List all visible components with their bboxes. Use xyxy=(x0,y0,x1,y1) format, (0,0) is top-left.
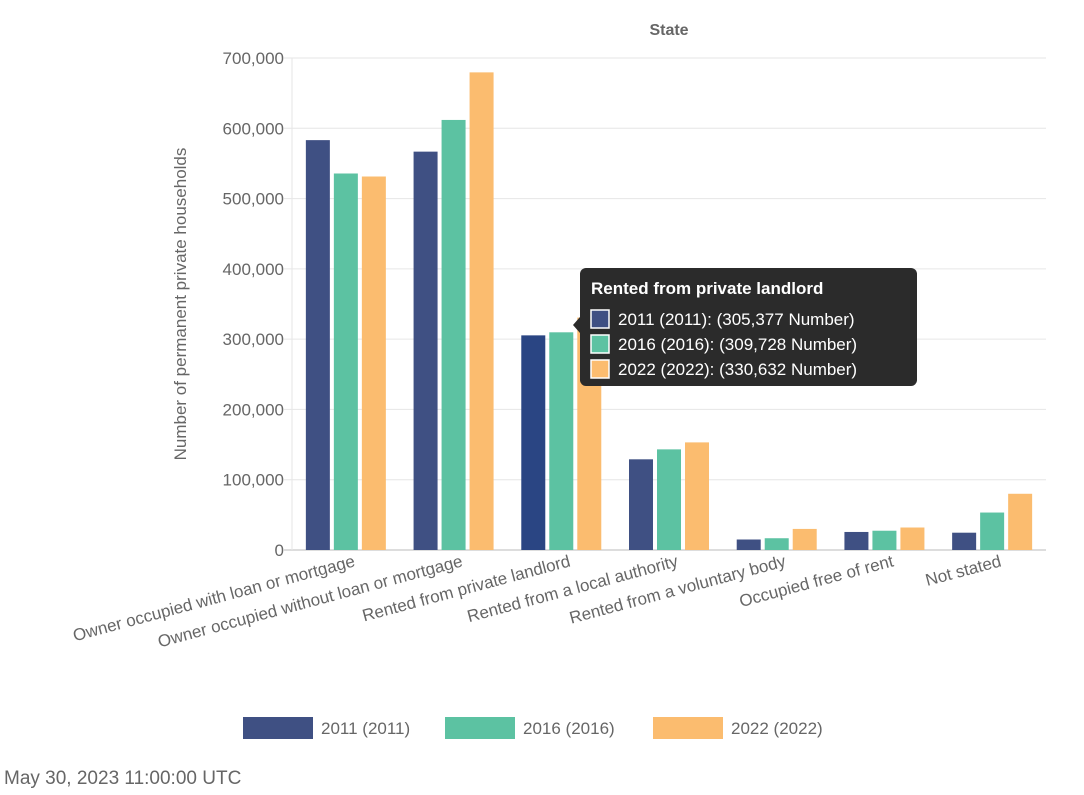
timestamp: May 30, 2023 11:00:00 UTC xyxy=(4,768,242,789)
bar[interactable] xyxy=(441,119,466,551)
bar[interactable] xyxy=(469,72,494,550)
legend-label[interactable]: 2011 (2011) xyxy=(321,719,410,738)
y-tick-label: 500,000 xyxy=(223,190,284,209)
bar[interactable] xyxy=(305,140,330,551)
legend: 2011 (2011) 2016 (2016) 2022 (2022) xyxy=(243,717,823,739)
y-tick-label: 400,000 xyxy=(223,260,284,279)
tooltip-swatch xyxy=(590,334,610,354)
bar[interactable] xyxy=(413,151,438,550)
legend-swatch[interactable] xyxy=(243,717,313,739)
tooltip-line: 2011 (2011): (305,377 Number) xyxy=(618,310,855,329)
y-tick-label: 300,000 xyxy=(223,330,284,349)
bar[interactable] xyxy=(736,539,761,550)
bars xyxy=(305,72,1033,551)
bar[interactable] xyxy=(872,530,897,550)
bar[interactable] xyxy=(1008,493,1033,550)
x-axis-labels: Owner occupied with loan or mortgageOwne… xyxy=(71,551,1003,651)
bar[interactable] xyxy=(521,335,546,550)
bar[interactable] xyxy=(549,332,574,550)
tooltip-box xyxy=(580,268,917,386)
tooltip-swatch xyxy=(590,309,610,329)
y-axis-label: Number of permanent private households xyxy=(171,148,190,461)
tooltip: Rented from private landlord 2011 (2011):… xyxy=(573,268,917,386)
bar[interactable] xyxy=(980,512,1005,550)
bar-chart: State Number of permanent private househ… xyxy=(71,22,1046,739)
y-tick-label: 200,000 xyxy=(223,400,284,419)
bar[interactable] xyxy=(685,442,709,550)
tooltip-line: 2022 (2022): (330,632 Number) xyxy=(618,360,857,379)
legend-swatch[interactable] xyxy=(445,717,515,739)
bar[interactable] xyxy=(900,527,925,550)
chart-title: State xyxy=(649,22,688,39)
bar[interactable] xyxy=(952,532,977,550)
y-tick-label: 100,000 xyxy=(223,471,284,490)
x-tick-label: Not stated xyxy=(923,552,1003,590)
y-tick-label: 0 xyxy=(275,541,284,560)
bar[interactable] xyxy=(792,528,817,550)
tooltip-swatch xyxy=(590,359,610,379)
tooltip-line: 2016 (2016): (309,728 Number) xyxy=(618,335,857,354)
bar[interactable] xyxy=(361,176,386,550)
bar[interactable] xyxy=(629,459,653,550)
legend-label[interactable]: 2022 (2022) xyxy=(731,719,823,738)
y-tick-label: 600,000 xyxy=(223,119,284,138)
bar[interactable] xyxy=(764,538,789,550)
tooltip-title: Rented from private landlord xyxy=(591,279,823,298)
bar[interactable] xyxy=(657,449,681,550)
tooltip-caret xyxy=(573,317,580,333)
y-axis-ticks: 0 100,000 200,000 300,000 400,000 500,000 600,… xyxy=(223,49,284,560)
bar[interactable] xyxy=(333,173,358,550)
legend-swatch[interactable] xyxy=(653,717,723,739)
bar[interactable] xyxy=(844,531,869,550)
y-tick-label: 700,000 xyxy=(223,49,284,68)
legend-label[interactable]: 2016 (2016) xyxy=(523,719,615,738)
